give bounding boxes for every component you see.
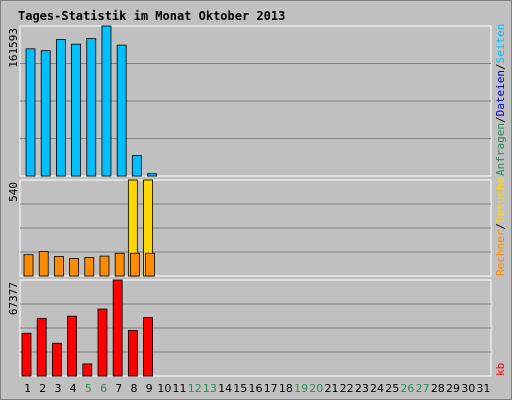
bar-seiten-day-7 <box>116 44 127 177</box>
x-tick-label: 9 <box>146 382 153 395</box>
x-tick-label: 30 <box>461 382 475 395</box>
bar-rechner-day-5 <box>84 257 95 277</box>
bar-rechner-day-8 <box>129 252 140 277</box>
bar-seiten-day-3 <box>55 39 66 177</box>
x-tick-label: 7 <box>115 382 122 395</box>
x-tick-label: 19 <box>294 382 308 395</box>
panel-middle: 540 <box>7 179 492 277</box>
y-max-label: 67377 <box>7 282 20 315</box>
legend-entry: / <box>494 223 507 230</box>
bar-seiten-day-6 <box>101 25 112 177</box>
chart-panels: 161593 540 67377 <box>7 25 492 377</box>
legend-entry: / <box>494 63 507 70</box>
x-tick-label: 2 <box>39 382 46 395</box>
x-tick-label: 13 <box>203 382 217 395</box>
bar-kb-day-7 <box>112 279 123 377</box>
bar-rechner-day-7 <box>114 252 125 277</box>
chart-title: Tages-Statistik im Monat Oktober 2013 <box>18 9 285 23</box>
bar-rechner-day-9 <box>145 252 155 277</box>
x-tick-label: 21 <box>324 382 338 395</box>
x-tick-label: 10 <box>157 382 171 395</box>
bar-kb-day-8 <box>127 330 138 377</box>
x-tick-label: 3 <box>54 382 61 395</box>
bar-rechner-day-4 <box>69 258 79 277</box>
bar-seiten-day-9 <box>147 173 157 177</box>
x-tick-label: 23 <box>355 382 369 395</box>
bar-rechner-day-2 <box>38 251 49 277</box>
bar-kb-day-6 <box>97 308 108 377</box>
bar-kb-day-5 <box>82 363 93 377</box>
bar-seiten-day-1 <box>25 48 36 177</box>
x-tick-label: 8 <box>130 382 137 395</box>
x-tick-label: 1 <box>24 382 31 395</box>
x-tick-label: 12 <box>188 382 202 395</box>
x-tick-label: 4 <box>70 382 77 395</box>
x-tick-label: 14 <box>218 382 232 395</box>
x-tick-label: 31 <box>476 382 490 395</box>
bar-rechner-day-6 <box>99 255 110 277</box>
bar-kb-day-4 <box>67 315 77 377</box>
legend-entry: Dateien <box>494 70 507 116</box>
bar-kb-day-2 <box>36 317 47 377</box>
y-max-label: 540 <box>7 182 20 202</box>
bar-rechner-day-1 <box>23 254 34 277</box>
x-axis-ticks: 1 2 3 4 5 6 7 8 9 10 11 12 13 14 15 16 17 18 19 20 21 22 23 24 2… <box>24 382 490 395</box>
panel-bottom: 67377 <box>7 279 492 377</box>
legend-entry: Besuche <box>494 177 507 223</box>
bar-rechner-day-3 <box>53 256 64 277</box>
bar-kb-day-3 <box>51 342 62 377</box>
x-tick-label: 27 <box>416 382 430 395</box>
bar-seiten-day-5 <box>86 38 97 177</box>
legend-entry: kb <box>494 363 507 376</box>
bar-seiten-day-2 <box>40 50 51 177</box>
x-tick-label: 15 <box>233 382 247 395</box>
panel-top: 161593 <box>7 25 492 177</box>
bar-kb-day-9 <box>143 317 153 377</box>
x-tick-label: 28 <box>431 382 445 395</box>
legend-entry: Rechner <box>494 229 507 276</box>
legend-middle: Rechner/Besuche <box>494 177 507 276</box>
legend-entry: Seiten <box>494 24 507 64</box>
legend-entry: / <box>494 116 507 123</box>
x-tick-label: 6 <box>100 382 107 395</box>
x-tick-label: 16 <box>249 382 263 395</box>
y-max-label: 161593 <box>7 28 20 68</box>
x-tick-label: 11 <box>173 382 187 395</box>
x-tick-label: 17 <box>264 382 278 395</box>
legend-top: Anfragen/Dateien/Seiten <box>494 24 507 176</box>
legend-entry: Anfragen <box>494 123 507 176</box>
legend-bottom: kb <box>494 363 507 376</box>
x-tick-label: 26 <box>400 382 414 395</box>
x-tick-label: 20 <box>309 382 323 395</box>
x-tick-label: 24 <box>370 382 384 395</box>
bar-seiten-day-8 <box>131 155 142 177</box>
x-tick-label: 25 <box>385 382 399 395</box>
x-tick-label: 22 <box>340 382 354 395</box>
bar-kb-day-1 <box>21 332 32 377</box>
x-tick-label: 29 <box>446 382 460 395</box>
x-tick-label: 18 <box>279 382 293 395</box>
bar-seiten-day-4 <box>71 43 81 177</box>
x-tick-label: 5 <box>85 382 92 395</box>
